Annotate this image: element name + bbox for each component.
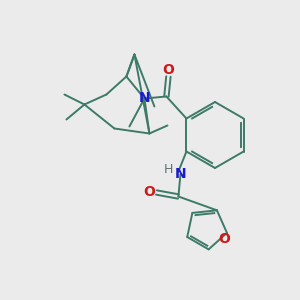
Text: N: N — [139, 92, 150, 106]
Text: O: O — [163, 62, 174, 76]
Text: N: N — [175, 167, 186, 182]
Text: O: O — [143, 185, 155, 200]
Text: H: H — [164, 163, 173, 176]
Text: O: O — [218, 232, 230, 246]
